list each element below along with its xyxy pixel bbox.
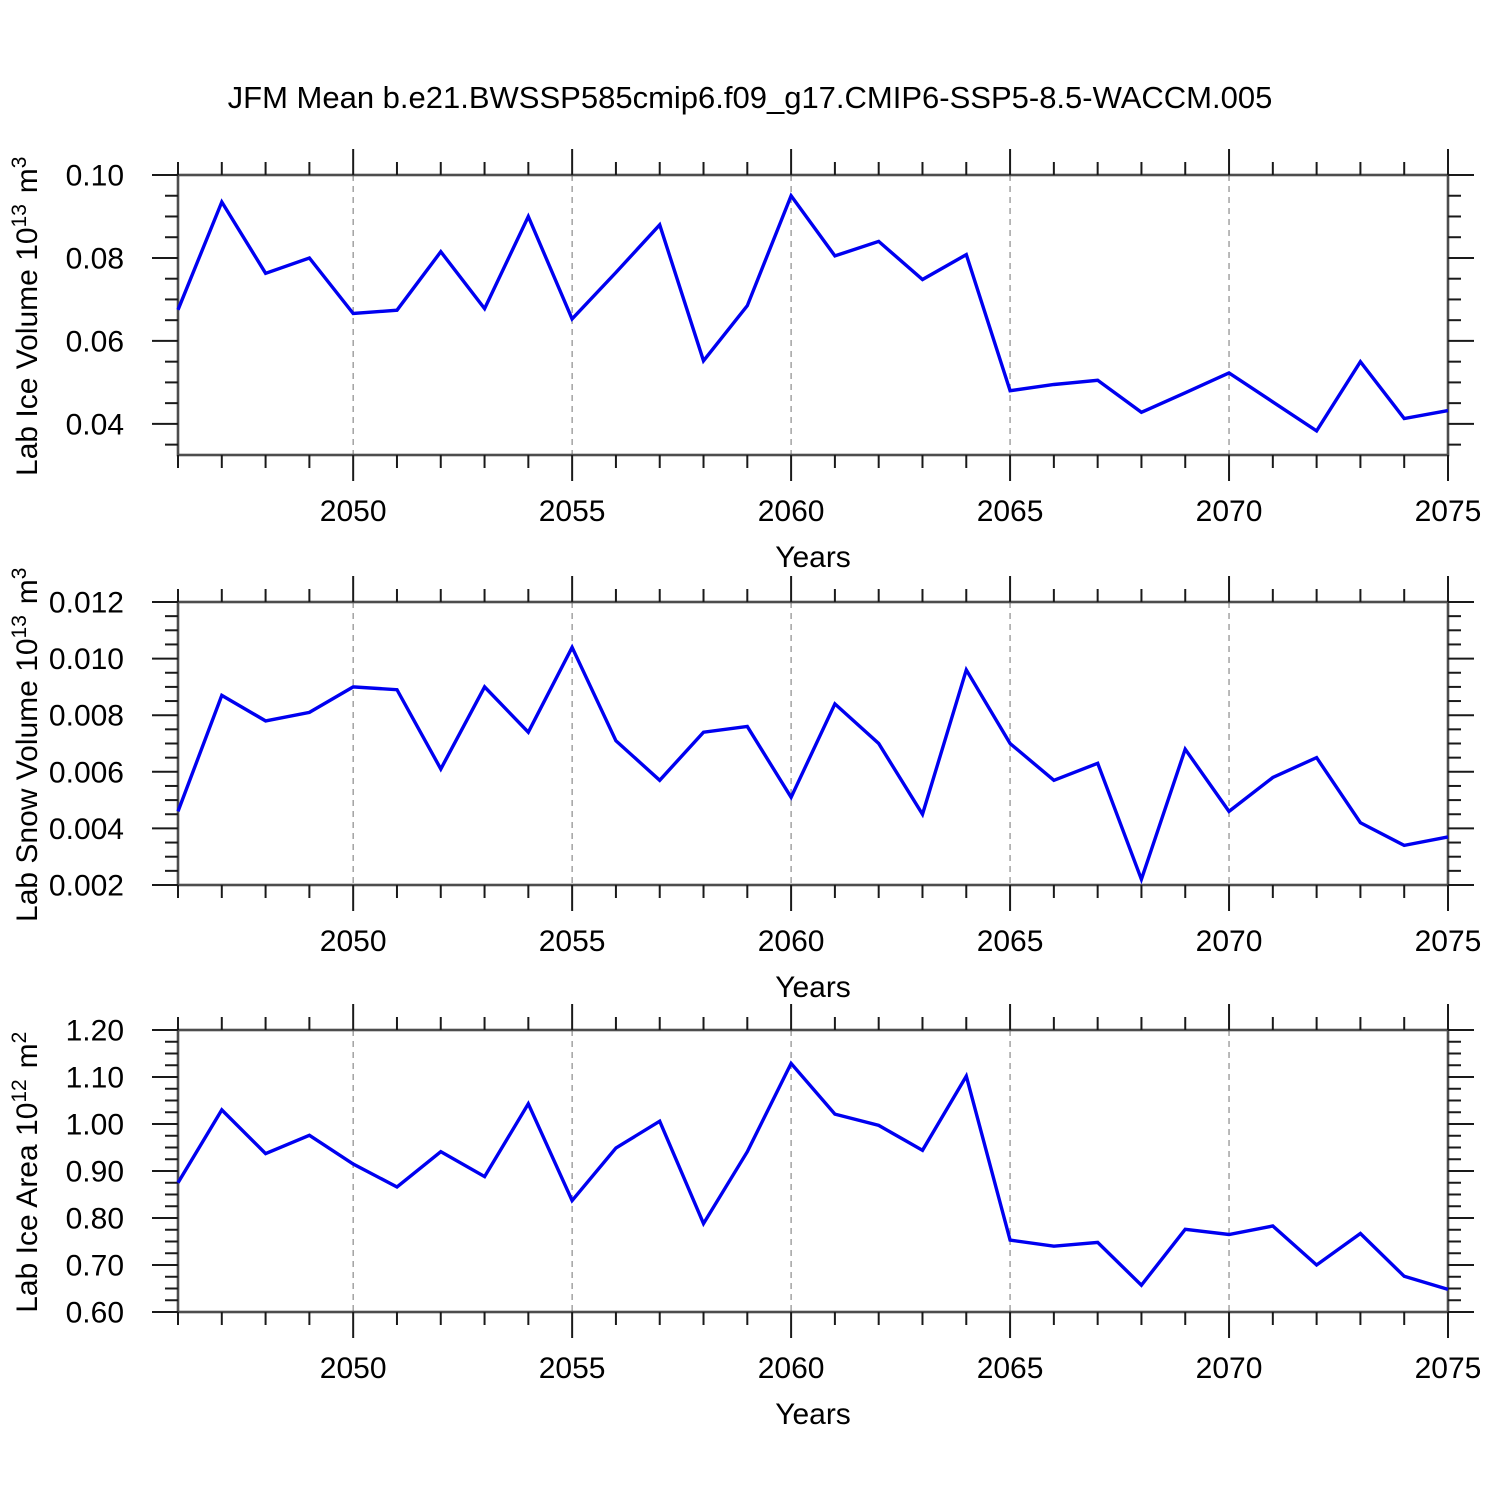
- figure-title: JFM Mean b.e21.BWSSP585cmip6.f09_g17.CMI…: [227, 80, 1273, 115]
- x-tick-label: 2060: [758, 925, 825, 958]
- y-tick-label: 0.06: [66, 325, 124, 358]
- y-tick-label: 0.08: [66, 242, 124, 275]
- y-tick-label: 0.012: [49, 587, 124, 620]
- data-line: [176, 643, 1449, 885]
- x-tick-label: 2050: [320, 1352, 387, 1385]
- y-tick-label: 0.70: [66, 1250, 124, 1283]
- y-tick-label: 0.60: [66, 1297, 124, 1330]
- y-tick-label: 0.010: [49, 643, 124, 676]
- x-tick-label: 2075: [1415, 495, 1482, 528]
- x-tick-label: 2060: [758, 1352, 825, 1385]
- y-tick-label: 0.002: [49, 870, 124, 903]
- y-tick-label: 0.006: [49, 756, 124, 789]
- data-line: [176, 1060, 1449, 1292]
- x-axis-title: Years: [775, 971, 851, 1004]
- y-tick-label: 0.10: [66, 160, 124, 193]
- x-axis-title: Years: [775, 1398, 851, 1431]
- x-tick-label: 2070: [1196, 495, 1263, 528]
- y-axis-title: Lab Ice Volume 1013 m3: [8, 154, 44, 476]
- x-tick-label: 2055: [539, 1352, 606, 1385]
- plot-frame: [176, 600, 1450, 887]
- y-axis-title: Lab Snow Volume 1013 m3: [8, 565, 44, 922]
- x-tick-label: 2055: [539, 495, 606, 528]
- y-tick-label: 0.04: [66, 408, 124, 441]
- y-tick-label: 0.008: [49, 700, 124, 733]
- x-tick-label: 2065: [977, 1352, 1044, 1385]
- y-tick-label: 1.00: [66, 1109, 124, 1142]
- y-tick-label: 0.004: [49, 813, 124, 846]
- x-tick-label: 2070: [1196, 925, 1263, 958]
- panel-1: 0.002 0.004 0.006 0.008 0.010 0.012 2050 2055 20…: [8, 565, 1482, 1004]
- panel-0: 0.04 0.06 0.08 0.10 2050 2055 2060 2065 2070 2075…: [8, 149, 1481, 574]
- panel-2: 0.60 0.70 0.80 0.90 1.00 1.10 1.20 2050 2055 2060…: [8, 1004, 1481, 1431]
- x-tick-label: 2070: [1196, 1352, 1263, 1385]
- data-line: [176, 192, 1449, 434]
- x-tick-label: 2075: [1415, 925, 1482, 958]
- x-tick-label: 2050: [320, 925, 387, 958]
- plot-frame: [176, 173, 1450, 457]
- x-tick-label: 2065: [977, 925, 1044, 958]
- x-tick-label: 2065: [977, 495, 1044, 528]
- x-axis-title: Years: [775, 541, 851, 574]
- y-tick-label: 1.20: [66, 1015, 124, 1048]
- x-tick-label: 2055: [539, 925, 606, 958]
- y-axis-title: Lab Ice Area 1012 m2: [8, 1029, 44, 1313]
- x-tick-label: 2075: [1415, 1352, 1482, 1385]
- x-tick-label: 2060: [758, 495, 825, 528]
- y-tick-label: 0.80: [66, 1203, 124, 1236]
- x-tick-label: 2050: [320, 495, 387, 528]
- y-tick-label: 0.90: [66, 1156, 124, 1189]
- y-tick-label: 1.10: [66, 1062, 124, 1095]
